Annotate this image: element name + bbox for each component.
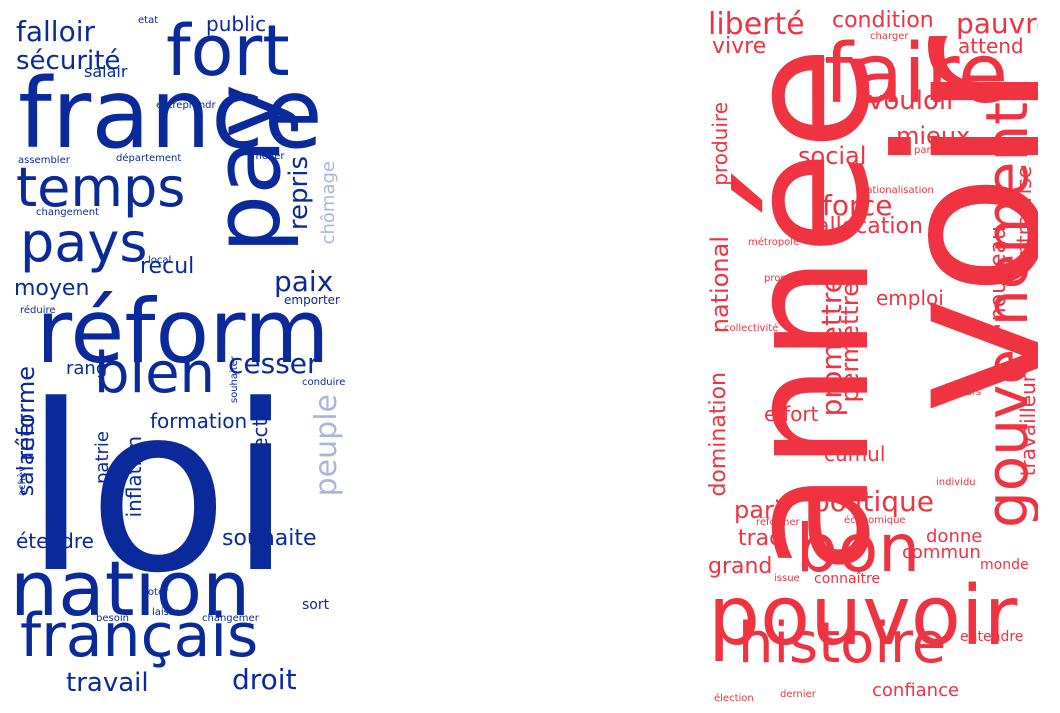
cloud-word: monde <box>980 557 1029 573</box>
cloud-word: condition <box>832 8 934 33</box>
cloud-word: achèv <box>17 466 28 497</box>
cloud-word: vivre <box>712 34 767 59</box>
cloud-word: recul <box>140 254 195 279</box>
cloud-word: emporter <box>284 293 340 307</box>
cloud-word: connaître <box>814 571 881 587</box>
cloud-word: souhaite <box>222 526 317 551</box>
cloud-word: français <box>20 601 259 671</box>
cloud-word: entreprendr <box>156 100 216 111</box>
cloud-word: vouloir <box>868 86 957 116</box>
cloud-word: mieux <box>896 122 971 150</box>
cloud-word: département <box>116 153 182 164</box>
cloud-word: sort <box>302 597 330 613</box>
cloud-word: assembler <box>18 155 70 166</box>
cloud-word: bon <box>796 510 921 587</box>
cloud-word: issue <box>774 573 800 584</box>
cloud-word: emploi <box>876 286 944 310</box>
cloud-word: charger <box>870 31 909 42</box>
cloud-word: allocation <box>816 214 923 239</box>
cloud-word: liberté <box>708 7 805 42</box>
cloud-word: donne <box>926 526 983 547</box>
cloud-word: droit <box>232 663 297 696</box>
cloud-word: commun <box>902 542 981 563</box>
cloud-word: effort <box>764 402 819 426</box>
cloud-word: dernier <box>780 689 816 700</box>
cloud-word: formation <box>150 409 248 433</box>
cloud-word: confiance <box>872 680 960 701</box>
cloud-word: attend <box>958 34 1024 58</box>
cloud-word: cumul <box>824 442 886 466</box>
cloud-word: grand <box>708 554 773 579</box>
cloud-word: économique <box>844 515 906 526</box>
cloud-word: local <box>148 255 172 266</box>
cloud-word: réduire <box>20 305 56 316</box>
cloud-word: collectif <box>248 406 272 485</box>
cloud-word: pouvoir <box>708 569 1018 664</box>
cloud-word: sécurité <box>16 46 121 76</box>
cloud-word: politique <box>812 485 934 518</box>
cloud-word: bien <box>94 341 216 406</box>
cloud-word: produire <box>708 102 732 186</box>
cloud-word: salair <box>84 62 128 81</box>
cloud-word: cesser <box>228 347 319 380</box>
cloud-word: trac <box>738 526 782 551</box>
cloud-word: falloir <box>16 15 95 48</box>
cloud-word: public <box>206 12 267 36</box>
word-cloud-right: voir année pouvoir faire bon histoire gouverne… <box>704 6 1038 704</box>
cloud-word: faire <box>824 27 1009 122</box>
cloud-word: fort <box>166 10 290 92</box>
cloud-word: pauvre <box>956 7 1038 40</box>
cloud-word: laisser <box>152 607 185 618</box>
cloud-word: domination <box>706 372 731 497</box>
cloud-word: besoin <box>96 613 129 624</box>
cloud-word: national <box>706 236 734 334</box>
cloud-word: entreprise <box>1012 166 1036 269</box>
cloud-word: métropole <box>748 237 800 248</box>
cloud-word: patrie <box>92 431 113 484</box>
cloud-word: changemer <box>202 613 259 624</box>
cloud-word: rang <box>66 358 108 379</box>
cloud-word: élection <box>714 693 754 704</box>
cloud-word: moyen <box>14 276 90 301</box>
cloud-word: souhaiter <box>229 356 240 404</box>
cloud-word: nation <box>10 544 251 633</box>
cloud-word: repris <box>284 156 314 231</box>
cloud-word: france <box>18 58 323 170</box>
cloud-word: changement <box>36 207 99 218</box>
cloud-word: etat <box>138 15 159 26</box>
cloud-word: individu <box>936 477 976 488</box>
cloud-word: force <box>822 189 893 222</box>
cloud-word: loi <box>24 357 293 624</box>
cloud-word: inflation <box>122 436 146 518</box>
cloud-word: pays <box>20 211 148 274</box>
cloud-word: collectivité <box>724 323 779 334</box>
cloud-word: histoire <box>738 611 947 676</box>
cloud-word: paix <box>274 265 334 298</box>
cloud-word: peuple <box>309 394 344 497</box>
cloud-word: réformer <box>756 517 800 528</box>
cloud-word: nationalisation <box>860 185 934 196</box>
cloud-word: entendre <box>960 629 1024 645</box>
cloud-word: pari <box>734 496 781 524</box>
cloud-word: travailleur <box>1016 374 1038 477</box>
cloud-word: parlement <box>914 145 966 156</box>
cloud-word: étendre <box>16 529 94 553</box>
cloud-word: nouveau <box>986 226 1011 322</box>
cloud-word: réform <box>36 280 330 383</box>
cloud-word: permettre <box>836 282 864 403</box>
word-cloud-left: loi france pay réform nation fort temps pays fra… <box>6 6 352 704</box>
cloud-word: voter <box>142 587 169 598</box>
cloud-word: social <box>798 142 867 170</box>
cloud-word: travail <box>66 668 149 698</box>
cloud-word: chômage <box>318 161 339 245</box>
cloud-word: temps <box>16 156 186 219</box>
cloud-word: mener <box>252 151 285 162</box>
cloud-word: concours <box>936 387 982 398</box>
cloud-word: conduire <box>302 377 346 388</box>
cloud-word: proposer <box>764 273 809 284</box>
